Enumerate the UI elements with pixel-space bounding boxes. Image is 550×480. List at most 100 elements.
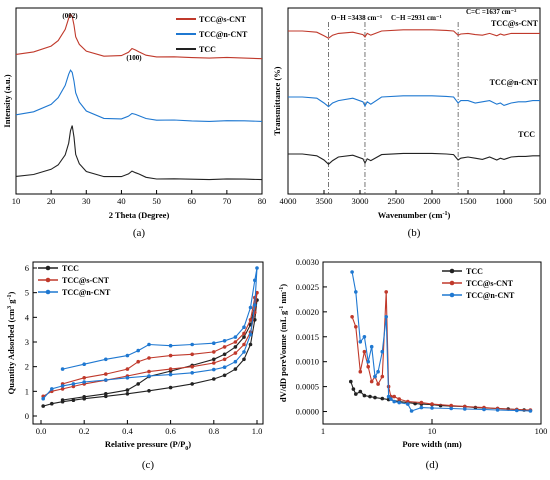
series-group-a bbox=[15, 13, 263, 181]
panel-b: 4000 3500 3000 2500 2000 1500 1000 500 Transmit… bbox=[272, 7, 547, 239]
data-point-c-tcc-n-cnt bbox=[253, 278, 257, 283]
series-line-d-tcc-n-cnt bbox=[351, 271, 531, 412]
x-tick-label-c-0.0: 0.0 bbox=[36, 426, 47, 436]
legend-marker-d-n-cnt bbox=[449, 292, 455, 298]
data-point-d-tcc-n-cnt bbox=[366, 359, 371, 364]
data-point-c-tcc-s-cnt bbox=[222, 357, 227, 362]
data-point-c-tcc-n-cnt bbox=[82, 362, 86, 367]
data-point-d-tcc-s-cnt bbox=[419, 400, 424, 405]
data-point-c-tcc-n-cnt bbox=[248, 305, 253, 310]
y-tick-label-c-4: 4 bbox=[25, 312, 30, 322]
data-point-c-tcc bbox=[147, 389, 151, 393]
x-ticks-b: 4000 3500 3000 2500 2000 1500 1000 500 bbox=[280, 190, 547, 206]
plot-frame-c bbox=[32, 261, 264, 425]
y-tick-label-d-0.0030: 0.0030 bbox=[296, 257, 319, 267]
data-point-d-tcc-s-cnt bbox=[369, 379, 374, 384]
x-tick-label-a-50: 50 bbox=[152, 196, 161, 206]
data-point-c-tcc-n-cnt bbox=[147, 374, 151, 378]
data-point-c-tcc-n-cnt bbox=[190, 371, 194, 375]
ticks-c: 0.0 0.2 0.4 0.6 0.8 1.0 0 1 2 3 4 5 6 bbox=[25, 263, 263, 436]
data-point-d-tcc-n-cnt bbox=[463, 407, 467, 411]
x-tick-label-c-0.6: 0.6 bbox=[165, 426, 176, 436]
data-point-c-tcc-n-cnt bbox=[147, 342, 151, 347]
data-point-c-tcc-s-cnt bbox=[190, 364, 194, 369]
data-point-d-tcc-n-cnt bbox=[482, 407, 486, 412]
data-point-c-tcc bbox=[222, 352, 227, 357]
series-group-d bbox=[349, 270, 533, 413]
data-point-c-tcc-n-cnt bbox=[253, 303, 257, 307]
peak-label-100: (100) bbox=[126, 54, 142, 62]
data-point-c-tcc bbox=[104, 394, 108, 399]
x-ticks-a: 10 20 30 40 50 60 70 80 bbox=[12, 190, 266, 206]
data-point-c-tcc-n-cnt bbox=[60, 367, 65, 371]
data-point-d-tcc-n-cnt bbox=[354, 290, 358, 294]
legend-marker-c-n-cnt bbox=[45, 289, 51, 295]
data-point-c-tcc bbox=[222, 373, 227, 378]
data-point-c-tcc-s-cnt bbox=[60, 387, 65, 391]
data-point-c-tcc bbox=[71, 398, 76, 403]
data-point-d-tcc-s-cnt bbox=[354, 325, 358, 329]
legend-d: TCC TCC@s-CNT TCC@n-CNT bbox=[442, 267, 515, 300]
data-point-c-tcc-n-cnt bbox=[233, 359, 238, 364]
x-tick-label-b-3500: 3500 bbox=[316, 196, 333, 206]
x-tick-label-c-0.4: 0.4 bbox=[122, 426, 133, 436]
x-tick-label-b-4000: 4000 bbox=[280, 196, 297, 206]
data-point-c-tcc-n-cnt bbox=[50, 387, 54, 391]
series-label-b-n-cnt: TCC@n-CNT bbox=[490, 78, 539, 87]
panel-label-d: (d) bbox=[426, 459, 439, 471]
data-point-c-tcc bbox=[212, 377, 216, 381]
data-point-d-tcc-n-cnt bbox=[362, 335, 367, 339]
data-point-d-tcc bbox=[373, 395, 377, 400]
data-point-d-tcc-n-cnt bbox=[380, 349, 385, 354]
legend-label-a-tcc: TCC bbox=[199, 45, 216, 54]
y-tick-label-c-5: 5 bbox=[25, 288, 29, 298]
x-tick-label-d-10: 10 bbox=[428, 426, 437, 436]
annotation-cc: C=C =1637 cm⁻² bbox=[466, 8, 516, 16]
plot-frame-b bbox=[287, 7, 541, 195]
y-tick-label-d-0.0020: 0.0020 bbox=[296, 307, 319, 317]
data-point-c-tcc-s-cnt bbox=[82, 376, 86, 380]
data-point-c-tcc bbox=[41, 404, 45, 408]
data-point-c-tcc-s-cnt bbox=[147, 369, 151, 374]
x-tick-label-b-500: 500 bbox=[534, 196, 547, 206]
data-point-c-tcc-s-cnt bbox=[212, 361, 216, 365]
data-point-c-tcc-s-cnt bbox=[168, 367, 173, 371]
data-point-c-tcc-n-cnt bbox=[248, 332, 253, 337]
data-point-d-tcc bbox=[380, 396, 385, 401]
data-point-d-tcc-n-cnt bbox=[515, 408, 519, 413]
series-label-b-s-cnt: TCC@s-CNT bbox=[491, 19, 539, 28]
marker-lines-b bbox=[328, 22, 459, 194]
x-tick-label-b-2500: 2500 bbox=[388, 196, 405, 206]
data-point-c-tcc bbox=[212, 357, 216, 362]
series-group-b bbox=[288, 29, 540, 165]
y-axis-label-a: Intensity (a.u.) bbox=[2, 74, 12, 127]
legend-c: TCC TCC@s-CNT TCC@n-CNT bbox=[38, 264, 111, 297]
ticks-d: 1 10 100 0.0000 0.0005 0.0010 0.0015 0.0020 0.00… bbox=[296, 257, 548, 436]
data-point-c-tcc bbox=[60, 398, 65, 402]
y-axis-label-d: dV/dD poreVoume (mL g-1 nm-1) bbox=[278, 284, 288, 402]
data-point-d-tcc-n-cnt bbox=[406, 402, 410, 406]
panel-label-c: (c) bbox=[142, 459, 155, 471]
x-tick-label-b-1500: 1500 bbox=[460, 196, 477, 206]
data-point-d-tcc-s-cnt bbox=[430, 402, 434, 406]
legend-label-d-tcc: TCC bbox=[466, 267, 483, 276]
legend-label-c-n-cnt: TCC@n-CNT bbox=[62, 288, 111, 297]
data-point-c-tcc-s-cnt bbox=[233, 351, 238, 355]
x-axis-label-d: Pore width (nm) bbox=[402, 439, 462, 449]
data-point-d-tcc-n-cnt bbox=[449, 406, 454, 411]
data-point-c-tcc bbox=[125, 392, 130, 396]
data-point-c-tcc bbox=[168, 385, 173, 390]
data-point-c-tcc-n-cnt bbox=[71, 382, 76, 386]
y-tick-label-c-2: 2 bbox=[25, 362, 29, 372]
data-point-d-tcc bbox=[349, 379, 353, 384]
x-tick-label-c-0.2: 0.2 bbox=[79, 426, 90, 436]
data-point-c-tcc-n-cnt bbox=[104, 357, 108, 362]
data-point-c-tcc bbox=[233, 367, 238, 371]
data-point-d-tcc bbox=[358, 389, 363, 394]
legend-label-c-tcc: TCC bbox=[62, 264, 79, 273]
data-point-c-tcc bbox=[242, 335, 246, 339]
legend-label-d-s-cnt: TCC@s-CNT bbox=[466, 279, 514, 288]
data-point-c-tcc-s-cnt bbox=[222, 345, 227, 349]
x-tick-label-a-20: 20 bbox=[47, 196, 56, 206]
series-line-a-tcc bbox=[15, 125, 263, 181]
